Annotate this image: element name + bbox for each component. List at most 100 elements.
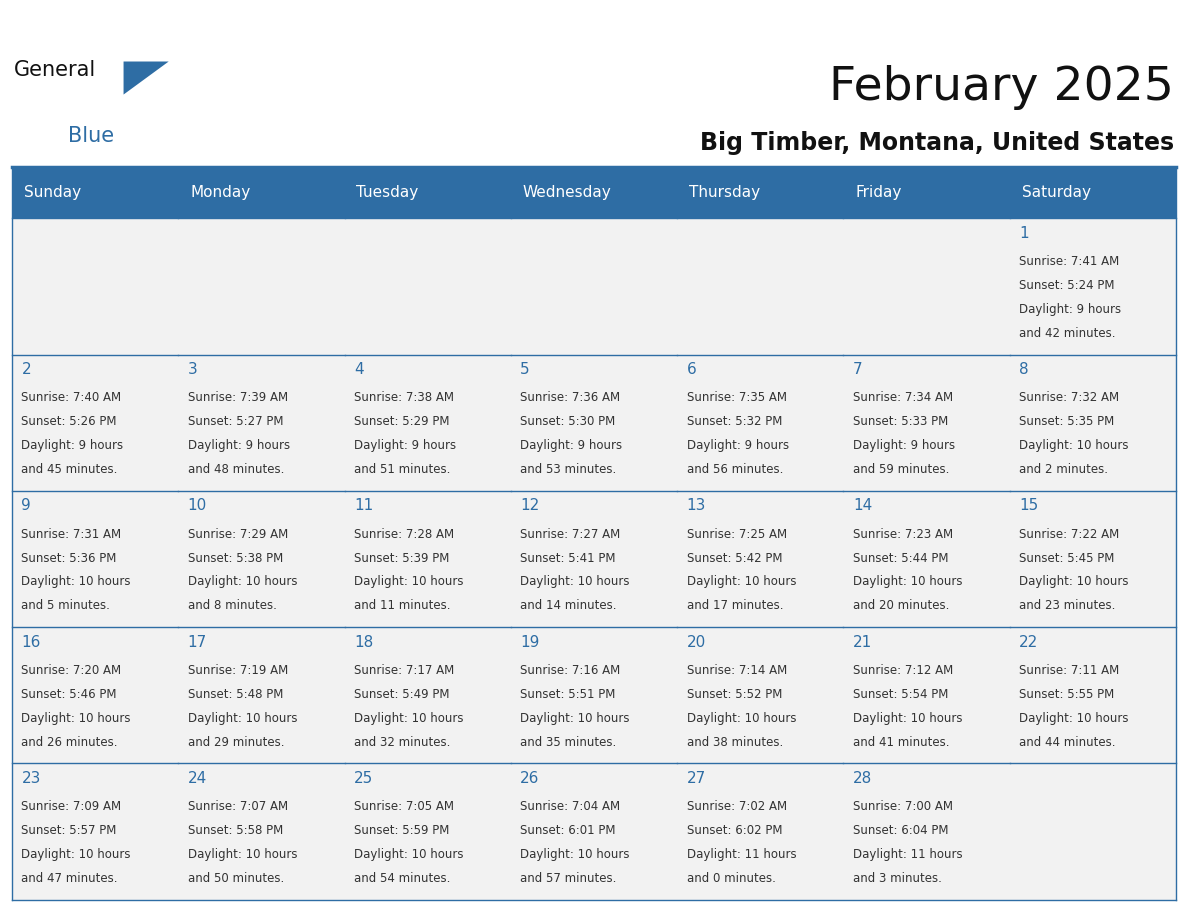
Text: Sunset: 5:42 PM: Sunset: 5:42 PM	[687, 552, 782, 565]
Text: 18: 18	[354, 634, 373, 650]
Text: Sunset: 5:35 PM: Sunset: 5:35 PM	[1019, 415, 1114, 429]
Text: and 23 minutes.: and 23 minutes.	[1019, 599, 1116, 612]
Text: Sunset: 5:26 PM: Sunset: 5:26 PM	[21, 415, 116, 429]
Text: Sunset: 5:57 PM: Sunset: 5:57 PM	[21, 824, 116, 837]
Text: Sunrise: 7:19 AM: Sunrise: 7:19 AM	[188, 664, 287, 677]
Bar	[178, 354, 345, 491]
Text: Sunrise: 7:34 AM: Sunrise: 7:34 AM	[853, 391, 953, 405]
Text: Daylight: 10 hours: Daylight: 10 hours	[853, 576, 962, 588]
Text: Sunset: 5:33 PM: Sunset: 5:33 PM	[853, 415, 948, 429]
Text: and 3 minutes.: and 3 minutes.	[853, 872, 942, 885]
Text: and 2 minutes.: and 2 minutes.	[1019, 463, 1108, 476]
Bar	[1010, 491, 1176, 627]
Text: Sunrise: 7:17 AM: Sunrise: 7:17 AM	[354, 664, 454, 677]
Bar	[677, 354, 843, 491]
Bar	[677, 764, 843, 900]
Text: Daylight: 10 hours: Daylight: 10 hours	[354, 711, 463, 724]
Text: Sunrise: 7:35 AM: Sunrise: 7:35 AM	[687, 391, 786, 405]
Text: Daylight: 9 hours: Daylight: 9 hours	[21, 439, 124, 453]
Bar	[677, 491, 843, 627]
Text: 28: 28	[853, 771, 872, 786]
Bar	[178, 627, 345, 764]
Text: and 45 minutes.: and 45 minutes.	[21, 463, 118, 476]
Text: Sunrise: 7:22 AM: Sunrise: 7:22 AM	[1019, 528, 1119, 541]
Bar	[12, 354, 178, 491]
Text: Sunset: 5:52 PM: Sunset: 5:52 PM	[687, 688, 782, 700]
Text: Sunrise: 7:36 AM: Sunrise: 7:36 AM	[520, 391, 620, 405]
Text: Sunrise: 7:27 AM: Sunrise: 7:27 AM	[520, 528, 620, 541]
Text: 1: 1	[1019, 226, 1029, 241]
Text: 26: 26	[520, 771, 539, 786]
Text: Sunrise: 7:04 AM: Sunrise: 7:04 AM	[520, 800, 620, 813]
Text: Daylight: 9 hours: Daylight: 9 hours	[354, 439, 456, 453]
Text: and 47 minutes.: and 47 minutes.	[21, 872, 118, 885]
Text: Sunset: 6:02 PM: Sunset: 6:02 PM	[687, 824, 782, 837]
Text: 23: 23	[21, 771, 40, 786]
Text: Sunrise: 7:23 AM: Sunrise: 7:23 AM	[853, 528, 953, 541]
Text: 3: 3	[188, 362, 197, 377]
Bar	[511, 627, 677, 764]
Text: Sunset: 5:41 PM: Sunset: 5:41 PM	[520, 552, 615, 565]
Bar	[1010, 764, 1176, 900]
Text: and 38 minutes.: and 38 minutes.	[687, 735, 783, 748]
Text: 12: 12	[520, 498, 539, 513]
Text: and 51 minutes.: and 51 minutes.	[354, 463, 450, 476]
Text: and 26 minutes.: and 26 minutes.	[21, 735, 118, 748]
Text: 6: 6	[687, 362, 696, 377]
Text: Sunset: 6:04 PM: Sunset: 6:04 PM	[853, 824, 948, 837]
Text: Sunrise: 7:39 AM: Sunrise: 7:39 AM	[188, 391, 287, 405]
Text: Sunset: 5:39 PM: Sunset: 5:39 PM	[354, 552, 449, 565]
Text: 5: 5	[520, 362, 530, 377]
Text: 15: 15	[1019, 498, 1038, 513]
Text: and 14 minutes.: and 14 minutes.	[520, 599, 617, 612]
Text: Sunset: 5:24 PM: Sunset: 5:24 PM	[1019, 279, 1114, 292]
Text: and 17 minutes.: and 17 minutes.	[687, 599, 783, 612]
Text: Sunset: 5:38 PM: Sunset: 5:38 PM	[188, 552, 283, 565]
Bar	[12, 218, 178, 354]
Text: Sunset: 5:30 PM: Sunset: 5:30 PM	[520, 415, 615, 429]
Text: Sunrise: 7:11 AM: Sunrise: 7:11 AM	[1019, 664, 1119, 677]
Bar	[12, 764, 178, 900]
Text: Sunset: 6:01 PM: Sunset: 6:01 PM	[520, 824, 615, 837]
Text: and 41 minutes.: and 41 minutes.	[853, 735, 949, 748]
Text: 16: 16	[21, 634, 40, 650]
Text: Sunset: 5:44 PM: Sunset: 5:44 PM	[853, 552, 948, 565]
Text: Daylight: 10 hours: Daylight: 10 hours	[188, 576, 297, 588]
Text: Sunset: 5:46 PM: Sunset: 5:46 PM	[21, 688, 116, 700]
Text: 17: 17	[188, 634, 207, 650]
Text: 2: 2	[21, 362, 31, 377]
Text: Sunset: 5:54 PM: Sunset: 5:54 PM	[853, 688, 948, 700]
Text: February 2025: February 2025	[829, 64, 1174, 110]
Text: Daylight: 10 hours: Daylight: 10 hours	[520, 576, 630, 588]
Text: 13: 13	[687, 498, 706, 513]
Text: Sunset: 5:36 PM: Sunset: 5:36 PM	[21, 552, 116, 565]
Text: Sunrise: 7:09 AM: Sunrise: 7:09 AM	[21, 800, 121, 813]
Text: Thursday: Thursday	[689, 185, 760, 200]
Bar	[843, 491, 1010, 627]
Text: Sunrise: 7:07 AM: Sunrise: 7:07 AM	[188, 800, 287, 813]
Text: Daylight: 10 hours: Daylight: 10 hours	[1019, 711, 1129, 724]
Text: 27: 27	[687, 771, 706, 786]
Text: and 35 minutes.: and 35 minutes.	[520, 735, 617, 748]
Bar	[345, 627, 511, 764]
Text: and 5 minutes.: and 5 minutes.	[21, 599, 110, 612]
Text: Daylight: 10 hours: Daylight: 10 hours	[520, 711, 630, 724]
Bar	[511, 354, 677, 491]
Bar	[345, 218, 511, 354]
Text: Wednesday: Wednesday	[523, 185, 612, 200]
Text: and 50 minutes.: and 50 minutes.	[188, 872, 284, 885]
Text: Daylight: 10 hours: Daylight: 10 hours	[687, 711, 796, 724]
Text: Daylight: 11 hours: Daylight: 11 hours	[687, 848, 796, 861]
Text: Sunrise: 7:20 AM: Sunrise: 7:20 AM	[21, 664, 121, 677]
Bar	[677, 218, 843, 354]
Text: Sunrise: 7:31 AM: Sunrise: 7:31 AM	[21, 528, 121, 541]
Text: 9: 9	[21, 498, 31, 513]
Text: Big Timber, Montana, United States: Big Timber, Montana, United States	[700, 131, 1174, 155]
Text: Blue: Blue	[68, 126, 114, 146]
Text: Sunrise: 7:32 AM: Sunrise: 7:32 AM	[1019, 391, 1119, 405]
Text: 25: 25	[354, 771, 373, 786]
Text: 11: 11	[354, 498, 373, 513]
Bar	[843, 764, 1010, 900]
Text: Sunrise: 7:12 AM: Sunrise: 7:12 AM	[853, 664, 953, 677]
Text: and 54 minutes.: and 54 minutes.	[354, 872, 450, 885]
